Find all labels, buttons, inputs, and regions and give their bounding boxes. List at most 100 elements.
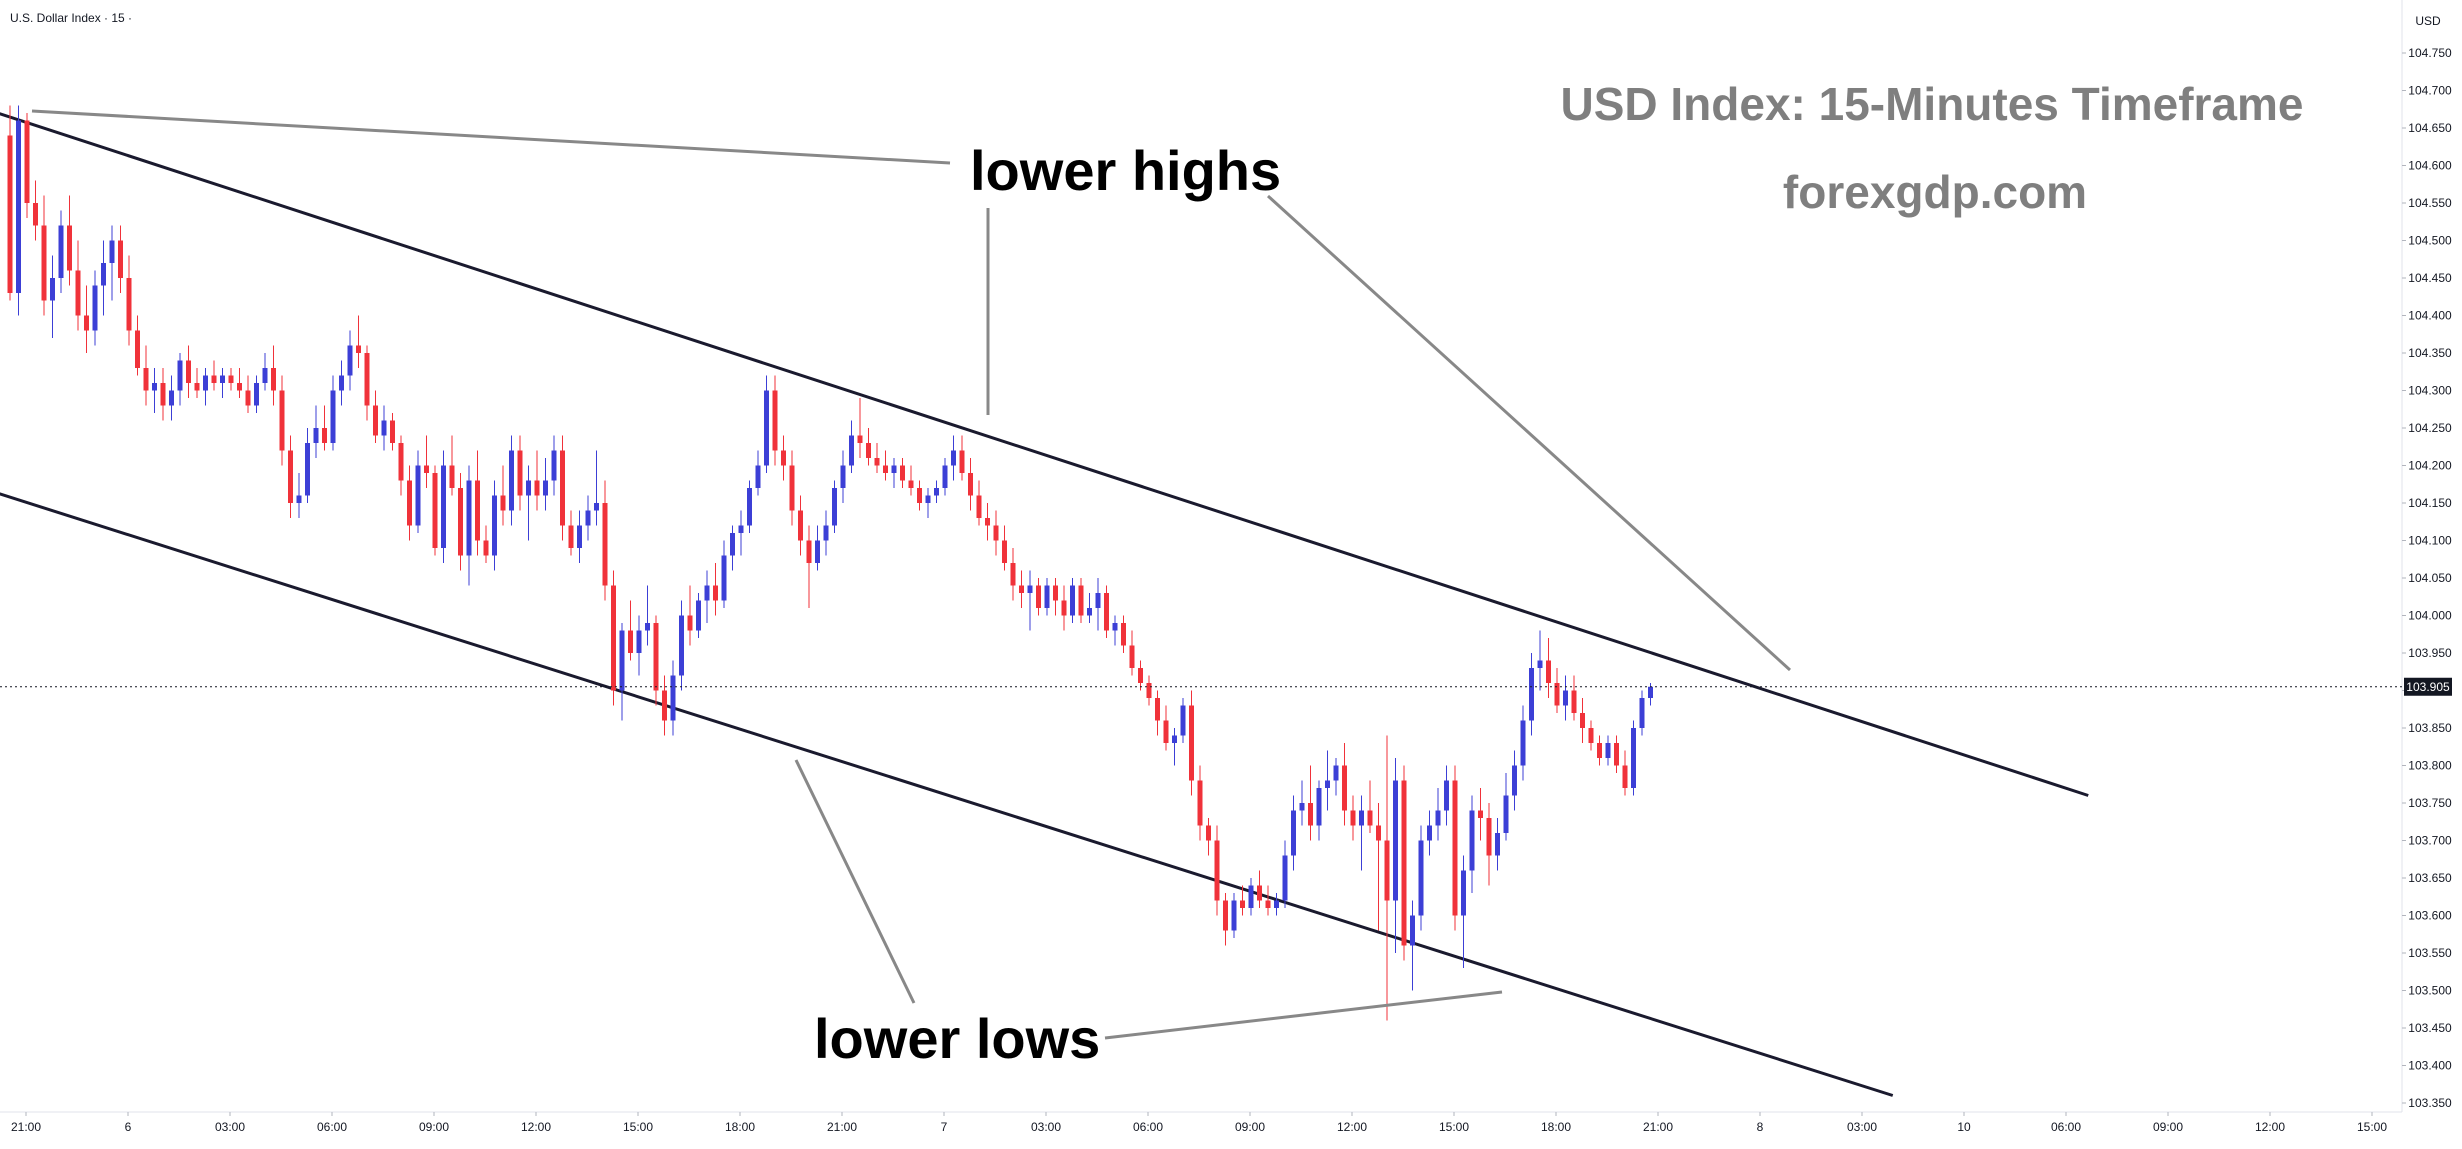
candle[interactable] xyxy=(1461,855,1466,969)
candle[interactable] xyxy=(1053,578,1058,616)
candle[interactable] xyxy=(492,480,497,571)
candle[interactable] xyxy=(1197,765,1203,841)
candle[interactable] xyxy=(976,480,982,526)
candle[interactable] xyxy=(1274,893,1279,916)
candle[interactable] xyxy=(458,473,463,571)
candle[interactable] xyxy=(483,525,489,564)
candle[interactable] xyxy=(254,375,259,414)
candle[interactable] xyxy=(1146,675,1152,706)
candle[interactable] xyxy=(356,315,361,369)
candle[interactable] xyxy=(1044,578,1050,616)
candle[interactable] xyxy=(1563,675,1568,721)
candle[interactable] xyxy=(883,450,888,481)
candle[interactable] xyxy=(551,435,557,496)
candle[interactable] xyxy=(288,435,293,519)
candle[interactable] xyxy=(1452,765,1458,931)
candle[interactable] xyxy=(1393,758,1398,953)
candle[interactable] xyxy=(1350,795,1356,841)
candle[interactable] xyxy=(228,368,234,391)
candle[interactable] xyxy=(874,443,880,473)
candle[interactable] xyxy=(857,398,863,458)
time-axis[interactable]: 21:00 6 03:00 06:00 09:00 12:00 15:00 18:00 21:0… xyxy=(11,1112,2387,1134)
candle[interactable] xyxy=(543,458,548,511)
price-axis[interactable]: 104.750 104.700 104.650 104.600 104.550 104.5… xyxy=(2402,46,2452,1110)
candle[interactable] xyxy=(1265,885,1271,916)
candle[interactable] xyxy=(1095,578,1101,631)
candle[interactable] xyxy=(92,270,98,346)
candle[interactable] xyxy=(696,593,701,638)
candle[interactable] xyxy=(262,353,268,391)
candle[interactable] xyxy=(186,345,191,399)
candle[interactable] xyxy=(645,585,650,646)
candle[interactable] xyxy=(704,570,710,624)
candle[interactable] xyxy=(1520,705,1526,781)
candle[interactable] xyxy=(1333,758,1339,796)
candle[interactable] xyxy=(1410,900,1415,991)
candle[interactable] xyxy=(1189,690,1194,796)
candle[interactable] xyxy=(84,285,89,354)
candle[interactable] xyxy=(143,345,149,406)
candle[interactable] xyxy=(390,413,395,451)
candle[interactable] xyxy=(798,495,803,556)
candle[interactable] xyxy=(432,465,438,556)
candle[interactable] xyxy=(585,495,591,541)
candle[interactable] xyxy=(1478,788,1483,841)
candle[interactable] xyxy=(1503,773,1509,841)
candle[interactable] xyxy=(755,450,761,496)
candle[interactable] xyxy=(1291,795,1296,871)
candle[interactable] xyxy=(466,465,472,586)
trendline-lower-channel[interactable] xyxy=(0,492,1894,1097)
candle[interactable] xyxy=(534,450,540,511)
candle[interactable] xyxy=(1078,578,1084,623)
candle[interactable] xyxy=(951,435,956,481)
candle[interactable] xyxy=(806,525,812,609)
candle[interactable] xyxy=(1070,578,1075,623)
candle[interactable] xyxy=(1435,788,1441,841)
candle[interactable] xyxy=(891,458,897,488)
candle[interactable] xyxy=(1248,878,1254,916)
candle[interactable] xyxy=(1495,818,1500,871)
candle[interactable] xyxy=(840,450,846,504)
candle[interactable] xyxy=(628,600,633,661)
candle[interactable] xyxy=(24,113,30,218)
candle[interactable] xyxy=(1223,893,1228,946)
candle[interactable] xyxy=(611,570,616,706)
candle[interactable] xyxy=(441,450,446,564)
candle[interactable] xyxy=(330,375,336,451)
candle[interactable] xyxy=(721,540,727,609)
candle[interactable] xyxy=(1444,765,1449,826)
candle[interactable] xyxy=(1376,803,1381,931)
candle[interactable] xyxy=(823,510,829,556)
candle[interactable] xyxy=(959,435,965,481)
candle[interactable] xyxy=(381,405,387,451)
candle[interactable] xyxy=(347,330,353,391)
candle[interactable] xyxy=(211,360,217,391)
candle[interactable] xyxy=(1138,660,1143,691)
candle[interactable] xyxy=(364,345,370,421)
candle[interactable] xyxy=(568,510,574,556)
candle[interactable] xyxy=(1325,750,1330,811)
candle[interactable] xyxy=(517,435,523,511)
candle[interactable] xyxy=(993,510,999,556)
candle[interactable] xyxy=(339,360,344,406)
candle[interactable] xyxy=(1316,780,1322,841)
candle[interactable] xyxy=(1155,690,1160,736)
candle[interactable] xyxy=(1614,735,1619,774)
candle[interactable] xyxy=(1257,870,1262,909)
candle[interactable] xyxy=(1342,743,1347,826)
candle[interactable] xyxy=(1529,653,1534,736)
candle[interactable] xyxy=(1605,735,1611,766)
candle[interactable] xyxy=(296,473,302,518)
candle[interactable] xyxy=(41,195,47,316)
candle[interactable] xyxy=(1010,548,1016,601)
candle[interactable] xyxy=(1486,803,1492,886)
candle[interactable] xyxy=(1282,840,1288,909)
candle[interactable] xyxy=(1546,638,1551,698)
candle[interactable] xyxy=(832,480,837,534)
candle[interactable] xyxy=(1036,578,1041,616)
candle[interactable] xyxy=(1121,615,1126,654)
candle[interactable] xyxy=(1631,720,1636,796)
candle[interactable] xyxy=(1571,675,1577,721)
candle[interactable] xyxy=(1163,705,1169,751)
candle[interactable] xyxy=(1580,698,1585,743)
